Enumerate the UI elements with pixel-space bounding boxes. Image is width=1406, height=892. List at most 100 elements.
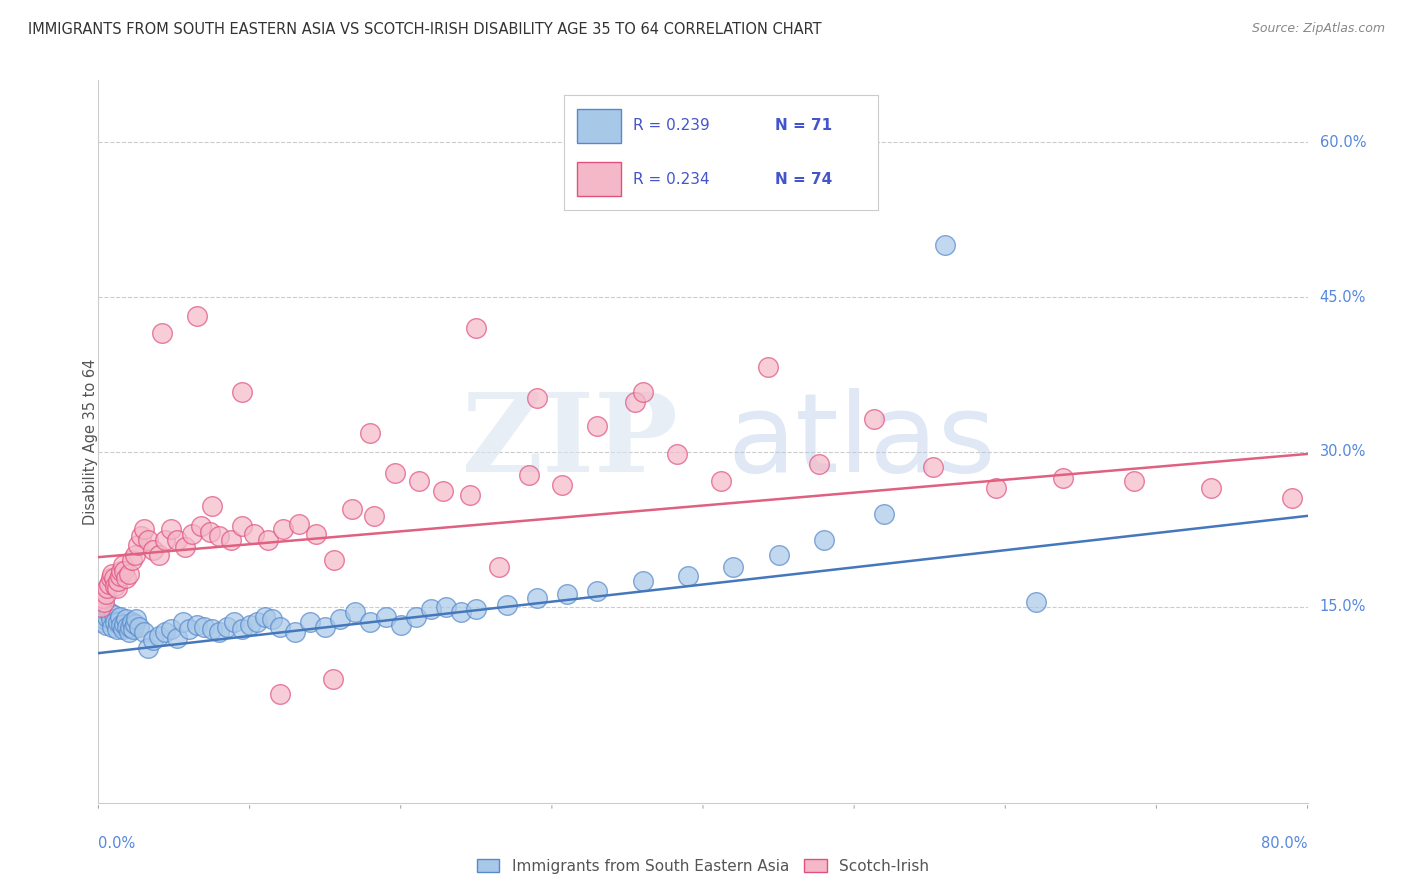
- Point: [118, 566, 141, 581]
- Point: [586, 419, 609, 434]
- Point: [115, 620, 138, 634]
- Point: [172, 615, 194, 630]
- Point: [342, 501, 364, 516]
- Point: [120, 620, 142, 634]
- Point: [101, 566, 124, 581]
- Point: [104, 579, 127, 593]
- Point: [100, 612, 122, 626]
- Point: [105, 581, 128, 595]
- Point: [93, 612, 115, 626]
- Point: [465, 321, 488, 335]
- Point: [112, 617, 135, 632]
- Point: [150, 326, 173, 341]
- Text: atlas: atlas: [727, 388, 995, 495]
- Point: [166, 631, 188, 645]
- Point: [114, 612, 136, 626]
- Point: [193, 620, 215, 634]
- Point: [284, 625, 307, 640]
- Point: [631, 574, 654, 588]
- Point: [201, 623, 224, 637]
- Point: [253, 610, 276, 624]
- Point: [666, 447, 689, 461]
- Point: [1199, 481, 1222, 495]
- Point: [166, 533, 188, 547]
- Point: [555, 587, 578, 601]
- Point: [624, 395, 647, 409]
- Point: [142, 542, 165, 557]
- Point: [94, 587, 117, 601]
- Point: [94, 618, 117, 632]
- Point: [91, 591, 114, 606]
- Point: [243, 527, 266, 541]
- Point: [136, 640, 159, 655]
- Point: [112, 564, 135, 578]
- Point: [465, 601, 488, 615]
- Point: [756, 360, 779, 375]
- Point: [631, 384, 654, 399]
- Point: [100, 571, 122, 585]
- Point: [314, 620, 336, 634]
- Point: [986, 481, 1008, 495]
- Point: [160, 623, 183, 637]
- Text: 30.0%: 30.0%: [1320, 444, 1367, 459]
- Point: [231, 623, 253, 637]
- Point: [179, 623, 201, 637]
- Point: [434, 599, 457, 614]
- Point: [329, 612, 352, 626]
- Point: [215, 620, 238, 634]
- Point: [105, 623, 128, 637]
- Point: [586, 584, 609, 599]
- Point: [808, 457, 831, 471]
- Point: [148, 548, 170, 562]
- Point: [186, 309, 208, 323]
- Point: [186, 618, 208, 632]
- Point: [526, 391, 548, 405]
- Point: [450, 605, 472, 619]
- Point: [271, 522, 294, 536]
- Point: [862, 412, 884, 426]
- Point: [246, 615, 269, 630]
- Text: 80.0%: 80.0%: [1261, 836, 1308, 851]
- Point: [103, 607, 125, 622]
- Point: [389, 618, 412, 632]
- Point: [710, 474, 733, 488]
- Point: [181, 527, 204, 541]
- Point: [262, 612, 284, 626]
- Text: IMMIGRANTS FROM SOUTH EASTERN ASIA VS SCOTCH-IRISH DISABILITY AGE 35 TO 64 CORRE: IMMIGRANTS FROM SOUTH EASTERN ASIA VS SC…: [28, 22, 821, 37]
- Point: [96, 581, 118, 595]
- Point: [98, 605, 121, 619]
- Point: [111, 558, 134, 573]
- Point: [1122, 474, 1144, 488]
- Point: [526, 591, 548, 606]
- Point: [90, 599, 112, 614]
- Point: [173, 540, 195, 554]
- Legend: Immigrants from South Eastern Asia, Scotch-Irish: Immigrants from South Eastern Asia, Scot…: [471, 853, 935, 880]
- Point: [107, 615, 129, 630]
- Point: [208, 625, 231, 640]
- Point: [323, 553, 346, 567]
- Point: [768, 548, 790, 562]
- Text: 45.0%: 45.0%: [1320, 290, 1367, 304]
- Point: [148, 629, 170, 643]
- Point: [142, 632, 165, 647]
- Y-axis label: Disability Age 35 to 64: Disability Age 35 to 64: [83, 359, 97, 524]
- Point: [723, 560, 745, 574]
- Point: [495, 598, 517, 612]
- Point: [374, 610, 396, 624]
- Point: [432, 484, 454, 499]
- Point: [201, 499, 224, 513]
- Point: [551, 478, 574, 492]
- Point: [239, 618, 262, 632]
- Point: [408, 474, 430, 488]
- Point: [488, 560, 510, 574]
- Point: [190, 519, 212, 533]
- Point: [127, 538, 149, 552]
- Point: [128, 620, 150, 634]
- Point: [288, 517, 311, 532]
- Point: [405, 610, 427, 624]
- Point: [458, 488, 481, 502]
- Point: [221, 533, 243, 547]
- Text: 0.0%: 0.0%: [98, 836, 135, 851]
- Point: [384, 466, 406, 480]
- Text: 15.0%: 15.0%: [1320, 599, 1367, 615]
